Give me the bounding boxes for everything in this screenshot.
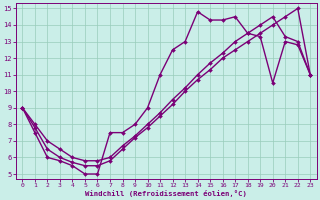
X-axis label: Windchill (Refroidissement éolien,°C): Windchill (Refroidissement éolien,°C) bbox=[85, 190, 247, 197]
